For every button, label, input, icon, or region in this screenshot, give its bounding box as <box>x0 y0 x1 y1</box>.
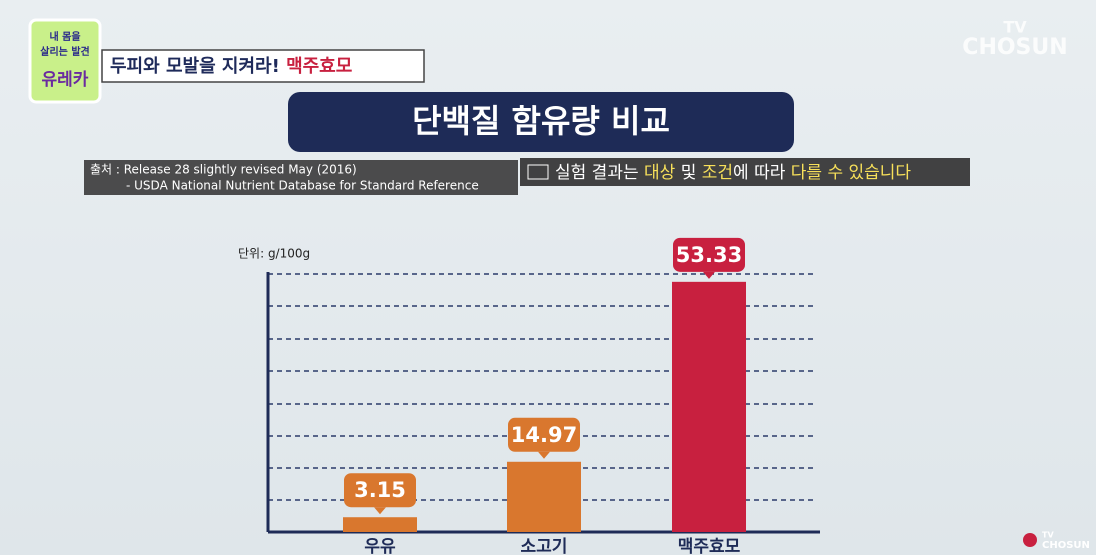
bar <box>507 461 581 532</box>
x-tick-label: 우유 <box>364 537 396 555</box>
notice-part: 및 <box>675 163 701 183</box>
source-text: 출처 : Release 28 slightly revised May (20… <box>90 163 357 177</box>
corner-logo: TV <box>1042 531 1054 540</box>
watermark: TV <box>1003 18 1027 37</box>
notice-icon <box>527 164 549 180</box>
data-label: 3.15 <box>354 478 406 502</box>
chart-title: 단백질 함유량 비교 <box>412 102 670 140</box>
logo-box <box>28 18 102 104</box>
source-box <box>84 160 518 195</box>
x-tick-label: 맥주효모 <box>678 537 741 555</box>
notice-part: 실험 결과는 <box>555 163 644 183</box>
callout <box>344 473 416 508</box>
logo-text: 내 몸을 <box>49 30 80 43</box>
notice-box <box>520 158 970 186</box>
notice-text: 실험 결과는 대상 및 조건에 따라 다를 수 있습니다 <box>555 163 911 183</box>
unit-label: 단위: g/100g <box>238 247 310 261</box>
data-label: 53.33 <box>676 243 742 267</box>
header-highlight: 맥주효모 <box>286 56 352 77</box>
logo-text: 유레카 <box>42 70 89 90</box>
logo-text: 살리는 발견 <box>40 45 89 58</box>
corner-logo-icon <box>1023 533 1037 547</box>
notice-part: 대상 <box>644 163 676 183</box>
callout-pointer <box>538 451 550 459</box>
title-box <box>288 92 794 152</box>
notice-part: 에 따라 <box>733 163 791 183</box>
watermark: CHOSUN <box>962 35 1067 60</box>
callout-pointer <box>374 507 386 515</box>
source-text: - USDA National Nutrient Database for St… <box>126 179 479 193</box>
header-text: 두피와 모발을 지켜라! 맥주효모 <box>110 56 352 77</box>
header-text: 두피와 모발을 지켜라! <box>110 56 280 77</box>
header-box <box>101 49 425 83</box>
bar <box>672 281 746 532</box>
callout <box>508 417 580 452</box>
bar <box>343 517 417 532</box>
data-label: 14.97 <box>511 423 577 447</box>
notice-part: 다를 수 있습니다 <box>791 163 912 183</box>
x-tick-label: 소고기 <box>521 537 568 555</box>
callout-pointer <box>703 271 715 279</box>
corner-logo: CHOSUN <box>1042 540 1090 551</box>
notice-part: 조건 <box>702 163 733 183</box>
callout <box>673 237 745 272</box>
